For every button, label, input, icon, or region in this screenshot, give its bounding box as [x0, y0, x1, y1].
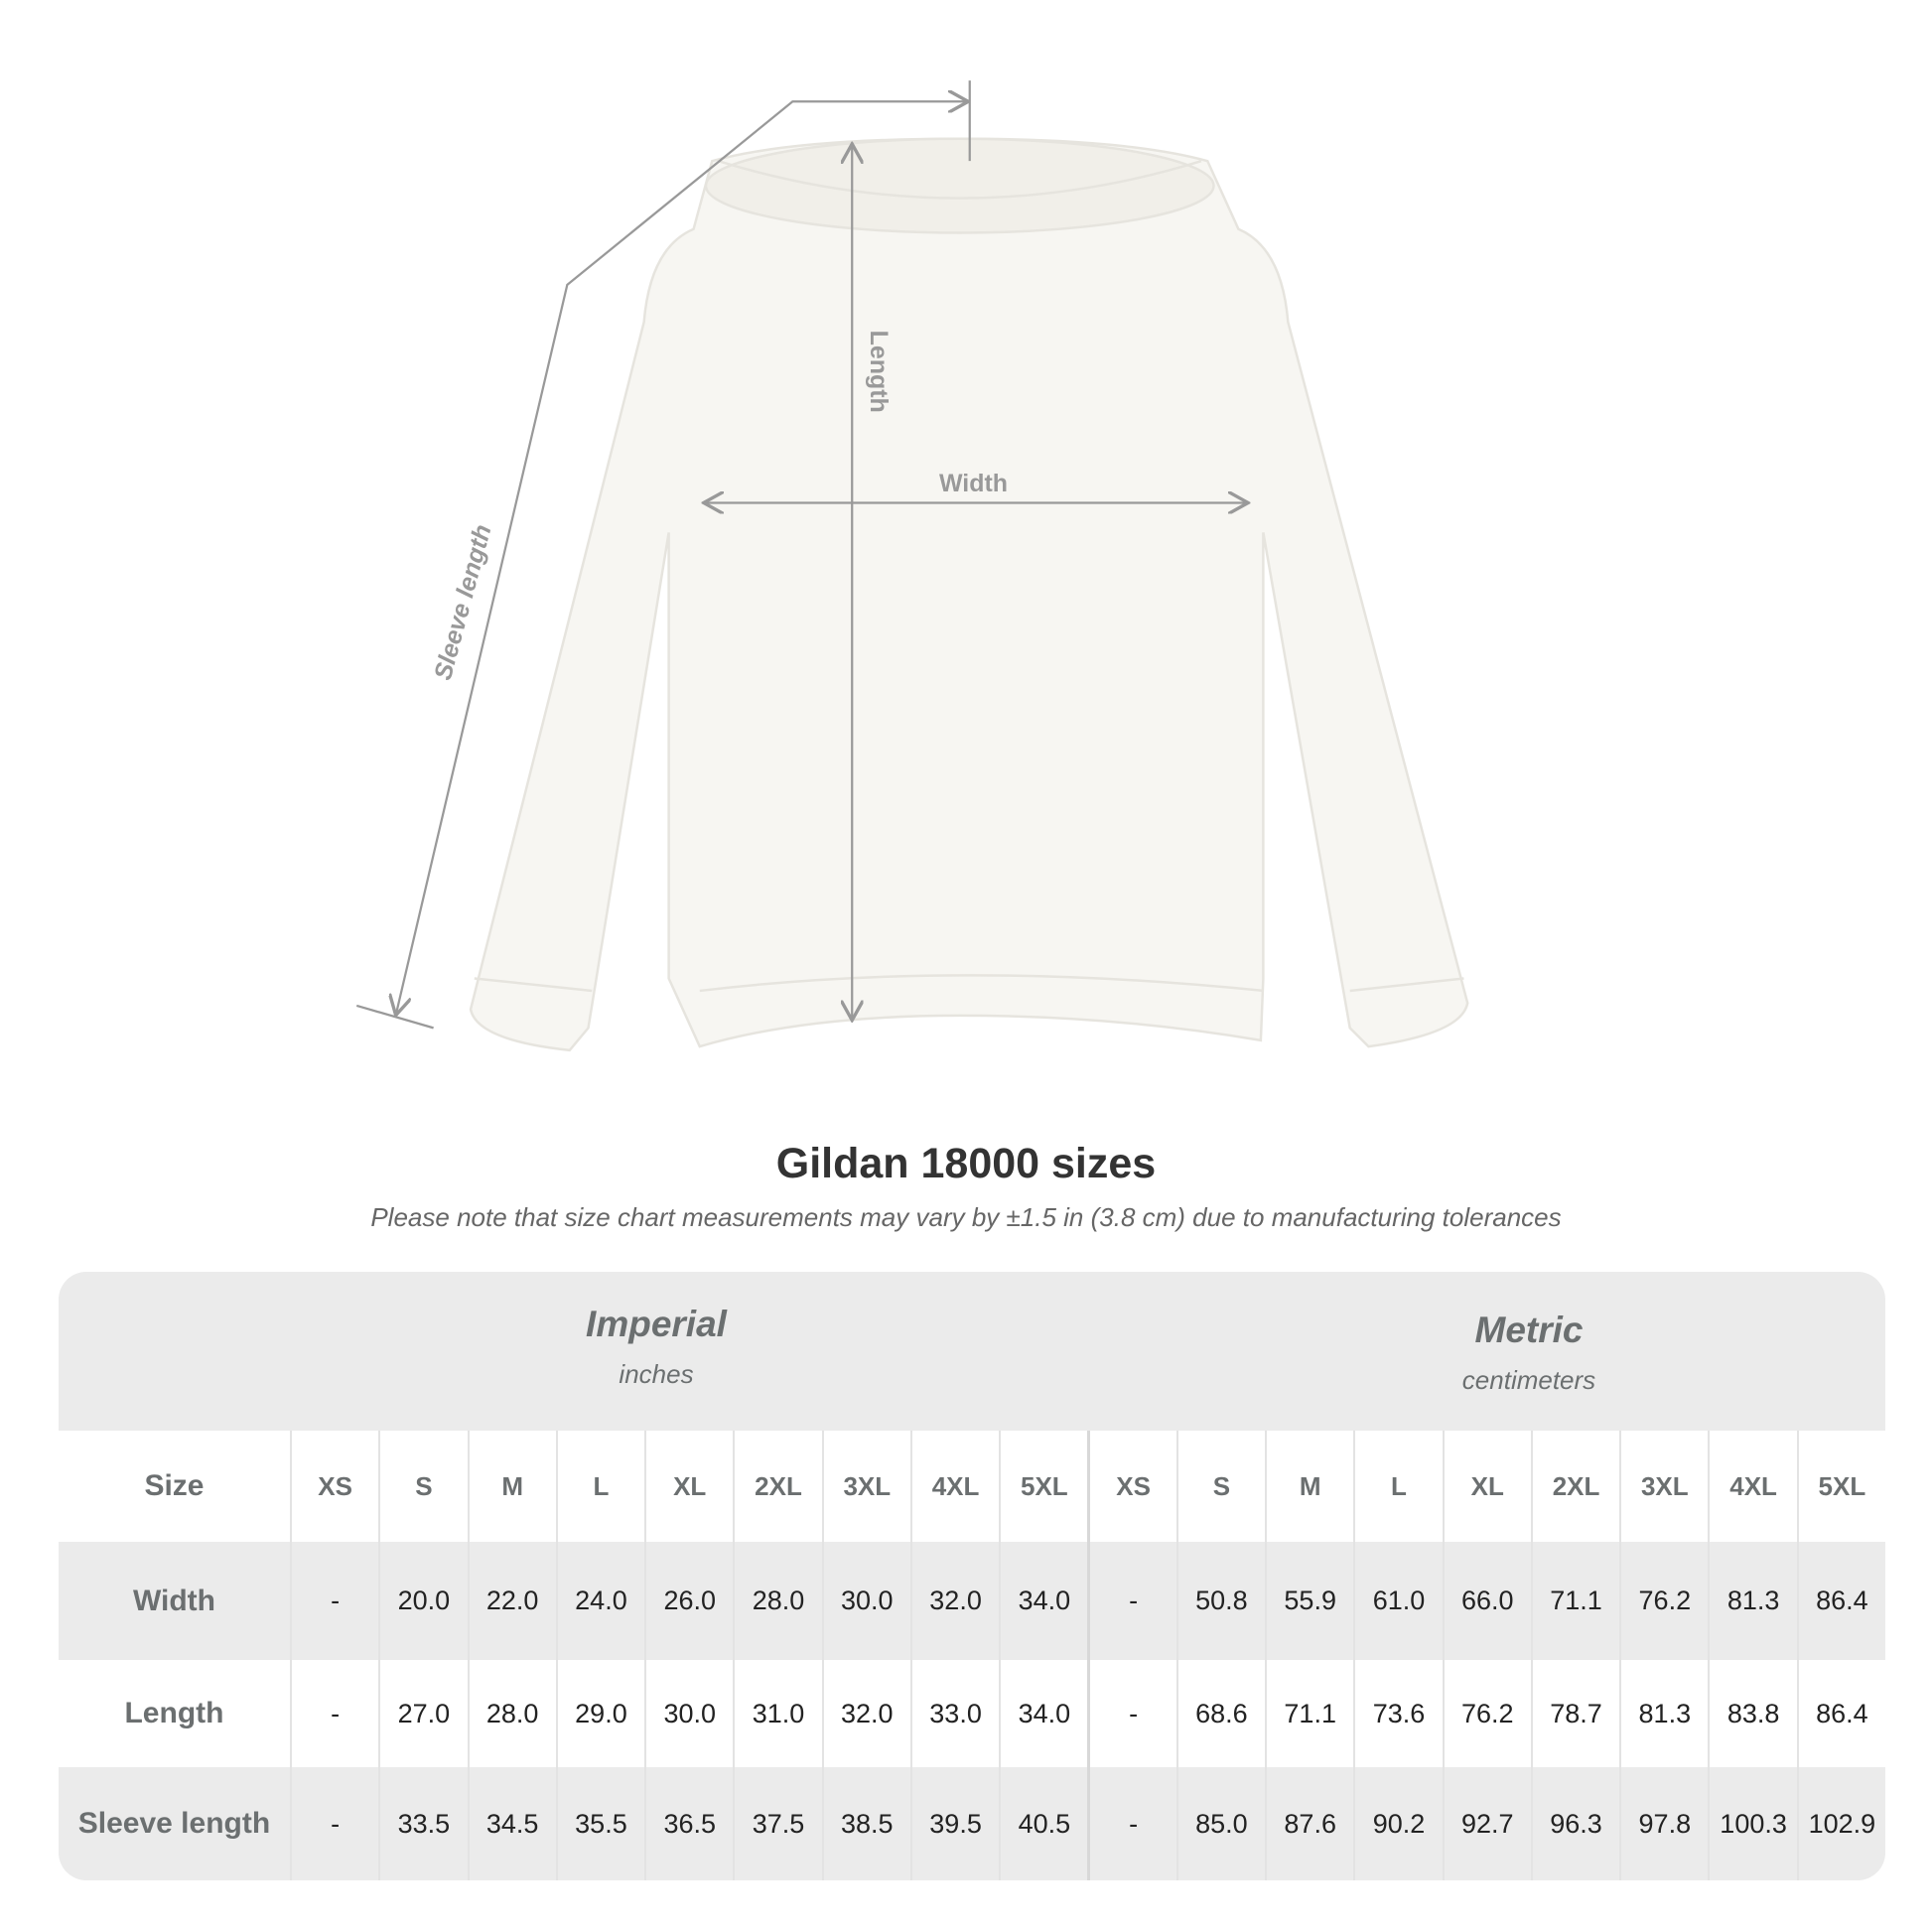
imperial-value: 34.0 [999, 1660, 1087, 1767]
metric-value: 78.7 [1530, 1660, 1619, 1767]
size-header-imperial: XL [644, 1431, 733, 1542]
imperial-value: - [289, 1767, 378, 1880]
table-row: Sleeve length -33.5 34.5 35.5 36.5 37.5 38.5 39… [59, 1767, 1885, 1880]
sleeve-length-label: Sleeve length [429, 521, 497, 683]
page-title: Gildan 18000 sizes [775, 1140, 1157, 1187]
metric-value: 73.6 [1353, 1660, 1442, 1767]
metric-value: - [1087, 1660, 1175, 1767]
width-label: Width [939, 470, 1008, 497]
size-header-metric: S [1175, 1431, 1265, 1542]
imperial-value: - [289, 1660, 378, 1767]
metric-value: 96.3 [1530, 1767, 1619, 1880]
metric-value: 87.6 [1265, 1767, 1353, 1880]
sweatshirt-image [469, 137, 1469, 1052]
metric-value: 92.7 [1442, 1767, 1531, 1880]
imperial-value: 32.0 [909, 1542, 999, 1660]
imperial-value: 30.0 [644, 1660, 733, 1767]
imperial-value: 24.0 [555, 1542, 644, 1660]
metric-value: 55.9 [1265, 1542, 1353, 1660]
size-header-imperial: S [378, 1431, 467, 1542]
imperial-value: 20.0 [378, 1542, 467, 1660]
imperial-value: 28.0 [733, 1542, 821, 1660]
metric-value: 81.3 [1619, 1660, 1708, 1767]
imperial-value: 39.5 [909, 1767, 999, 1880]
metric-group: Metric centimeters [1132, 1310, 1885, 1396]
tolerance-note: Please note that size chart measurements… [370, 1202, 1562, 1232]
imperial-value: 34.0 [999, 1542, 1087, 1660]
imperial-value: 35.5 [555, 1767, 644, 1880]
imperial-title: Imperial [586, 1304, 727, 1344]
metric-title: Metric [1474, 1310, 1584, 1350]
metric-value: 81.3 [1708, 1542, 1796, 1660]
metric-value: 76.2 [1442, 1660, 1531, 1767]
imperial-unit: inches [619, 1359, 694, 1389]
size-header-metric: XL [1442, 1431, 1531, 1542]
row-label: Width [132, 1584, 215, 1617]
size-header-metric: 2XL [1530, 1431, 1619, 1542]
size-header-metric: 5XL [1796, 1431, 1885, 1542]
imperial-value: - [289, 1542, 378, 1660]
imperial-value: 29.0 [555, 1660, 644, 1767]
metric-unit: centimeters [1461, 1365, 1596, 1395]
metric-value: 71.1 [1530, 1542, 1619, 1660]
imperial-value: 30.0 [821, 1542, 910, 1660]
size-header-metric: 4XL [1708, 1431, 1796, 1542]
metric-value: 86.4 [1796, 1660, 1885, 1767]
measurement-lines [355, 80, 1246, 1030]
size-header-metric: 3XL [1619, 1431, 1708, 1542]
metric-value: 86.4 [1796, 1542, 1885, 1660]
metric-value: 85.0 [1175, 1767, 1265, 1880]
metric-value: - [1087, 1542, 1175, 1660]
metric-value: 66.0 [1442, 1542, 1531, 1660]
row-label: Length [124, 1697, 224, 1729]
imperial-value: 22.0 [467, 1542, 556, 1660]
metric-value: 100.3 [1708, 1767, 1796, 1880]
metric-value: 102.9 [1796, 1767, 1885, 1880]
imperial-value: 40.5 [999, 1767, 1087, 1880]
size-header-metric: M [1265, 1431, 1353, 1542]
size-label: Size [144, 1469, 205, 1502]
length-label: Length [865, 331, 893, 413]
size-header-imperial: 5XL [999, 1431, 1087, 1542]
size-header-metric: XS [1087, 1431, 1175, 1542]
metric-value: 76.2 [1619, 1542, 1708, 1660]
metric-value: 97.8 [1619, 1767, 1708, 1880]
size-row: Size XS S M L XL 2XL 3XL 4XL 5XL XS S M L XL 2XL 3XL 4XL… [59, 1431, 1885, 1542]
imperial-value: 37.5 [733, 1767, 821, 1880]
imperial-value: 33.5 [378, 1767, 467, 1880]
size-header-imperial: XS [289, 1431, 378, 1542]
size-header-metric: L [1353, 1431, 1442, 1542]
imperial-value: 32.0 [821, 1660, 910, 1767]
size-header-imperial: 2XL [733, 1431, 821, 1542]
size-header-imperial: 3XL [821, 1431, 910, 1542]
metric-value: - [1087, 1767, 1175, 1880]
imperial-value: 26.0 [644, 1542, 733, 1660]
imperial-group: Imperial inches [259, 1304, 1053, 1390]
metric-value: 83.8 [1708, 1660, 1796, 1767]
size-header-imperial: L [555, 1431, 644, 1542]
imperial-value: 38.5 [821, 1767, 910, 1880]
row-label: Sleeve length [77, 1807, 271, 1840]
metric-value: 50.8 [1175, 1542, 1265, 1660]
imperial-value: 27.0 [378, 1660, 467, 1767]
imperial-value: 34.5 [467, 1767, 556, 1880]
imperial-value: 28.0 [467, 1660, 556, 1767]
table-row: Length -27.0 28.0 29.0 30.0 31.0 32.0 33.0 34.0-… [59, 1660, 1885, 1767]
imperial-value: 33.0 [909, 1660, 999, 1767]
table-row: Width -20.0 22.0 24.0 26.0 28.0 30.0 32.0 34.0-5… [59, 1542, 1885, 1660]
metric-value: 61.0 [1353, 1542, 1442, 1660]
imperial-value: 36.5 [644, 1767, 733, 1880]
metric-value: 68.6 [1175, 1660, 1265, 1767]
size-table: Imperial inches Metric centimeters Size … [59, 1272, 1885, 1880]
size-header-imperial: 4XL [909, 1431, 999, 1542]
metric-value: 90.2 [1353, 1767, 1442, 1880]
metric-value: 71.1 [1265, 1660, 1353, 1767]
table-header: Imperial inches Metric centimeters [59, 1272, 1885, 1431]
size-header-imperial: M [467, 1431, 556, 1542]
imperial-value: 31.0 [733, 1660, 821, 1767]
